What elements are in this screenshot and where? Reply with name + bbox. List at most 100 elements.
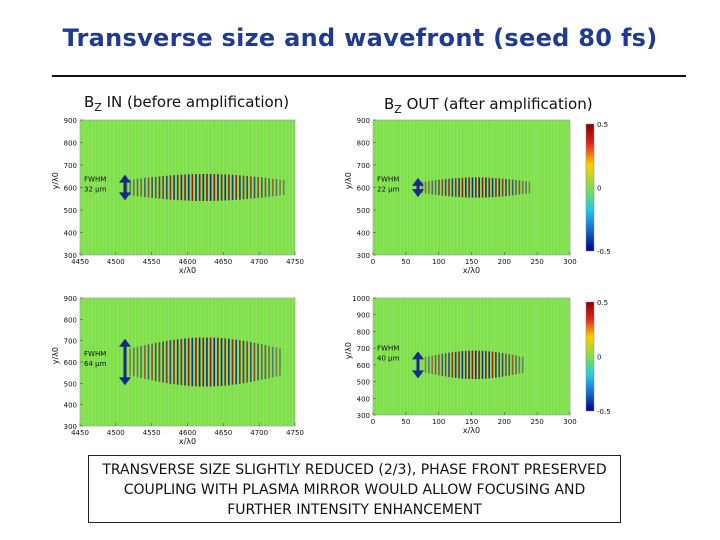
field-stripe [461,351,464,379]
y-axis-label: y/λ0 [344,172,353,189]
field-stripe [253,176,256,199]
slide-title: Transverse size and wavefront (seed 80 f… [62,24,658,52]
y-tick-label: 300 [357,412,370,420]
field-stripe [428,356,430,374]
field-stripe [488,351,490,379]
colorbar [585,301,595,412]
field-stripe [495,178,497,197]
label-bz-in-sub: Z [94,101,102,114]
field-stripe [133,179,135,196]
field-stripe [441,353,444,376]
label-bz-out-text: OUT (after amplification) [401,95,593,113]
field-stripe [180,338,183,386]
field-stripe [461,177,464,198]
field-stripe [282,180,285,195]
field-stripe [239,175,241,200]
field-stripe [144,177,146,198]
field-stripe [220,338,223,386]
y-axis-label: y/λ0 [344,342,353,359]
field-stripe [231,174,234,201]
field-stripe [217,174,219,201]
y-tick-label: 500 [357,379,370,387]
fwhm-arrow-head-up [119,338,131,347]
band-softener [123,174,289,201]
field-stripe [162,341,164,383]
field-stripe [184,174,186,201]
field-stripe [173,175,175,200]
field-stripe [451,178,454,197]
field-background [373,298,570,415]
field-stripe [224,338,227,386]
y-tick-label: 800 [357,140,370,148]
field-stripe [264,345,267,379]
y-tick-label: 400 [64,230,77,238]
y-tick-label: 800 [64,316,77,324]
x-tick-label: 4450 [71,258,89,266]
field-stripe [209,337,212,387]
field-stripe [438,354,440,376]
x-tick-label: 100 [432,258,445,266]
field-stripe [206,174,208,201]
field-background [80,298,295,426]
field-stripe [165,340,168,384]
label-bz-out-sub: Z [394,103,402,116]
x-tick-label: 250 [530,418,543,426]
field-stripe [195,174,197,201]
x-tick-label: 4500 [107,258,125,266]
field-stripe [275,347,278,377]
field-stripe [140,346,142,378]
field-stripe [438,179,440,196]
x-tick-label: 150 [465,258,478,266]
field-stripe [441,179,444,196]
fwhm-arrow-head-down [119,192,131,201]
pulse-band [421,177,531,198]
y-tick-label: 600 [357,185,370,193]
field-stripe [521,180,524,195]
field-stripe [155,176,157,199]
y-tick-label: 600 [64,359,77,367]
y-tick-label: 300 [64,252,77,260]
field-stripe [235,339,237,385]
pulse-band [123,174,289,201]
y-tick-label: 900 [64,117,77,125]
x-tick-label: 250 [530,258,543,266]
field-stripe [169,175,172,200]
field-stripe [448,178,450,197]
field-stripe [428,181,430,194]
field-stripe [260,344,263,380]
field-stripe [271,346,274,378]
pulse-band [129,337,281,387]
field-stripe [508,354,511,376]
field-stripe [485,177,487,198]
colorbar-tick-label: 0 [597,354,601,362]
fwhm-value: 40 μm [377,355,400,363]
x-tick-label: 4700 [250,258,268,266]
field-stripe [176,174,179,201]
colorbar-tick-label: 0.5 [597,299,608,307]
field-stripe [169,340,172,384]
plot-out-bottom: 1000 900 800 700 600 500 400 300 0 50 100 150 200 250… [331,295,630,445]
field-stripe [448,352,450,378]
colorbar-tick-label: 0.5 [597,121,608,129]
field-stripe [481,177,484,198]
field-stripe [143,345,146,379]
field-stripe [184,338,186,386]
y-tick-label: 900 [64,295,77,303]
label-bz-in: BZ IN (before amplification) [84,93,289,114]
field-stripe [228,174,230,201]
fwhm-arrow-head-down [412,370,424,379]
x-tick-label: 4750 [286,258,304,266]
background-wavefronts [373,120,569,255]
field-stripe [246,175,249,200]
field-stripe [147,177,150,198]
field-stripe [434,180,437,195]
field-stripe [515,180,517,195]
field-stripe [508,179,511,196]
fwhm-value: 64 μm [84,360,107,368]
x-tick-label: 100 [432,418,445,426]
y-tick-label: 700 [357,162,370,170]
field-stripe [158,342,161,382]
y-tick-label: 600 [64,185,77,193]
field-stripe [173,339,175,385]
